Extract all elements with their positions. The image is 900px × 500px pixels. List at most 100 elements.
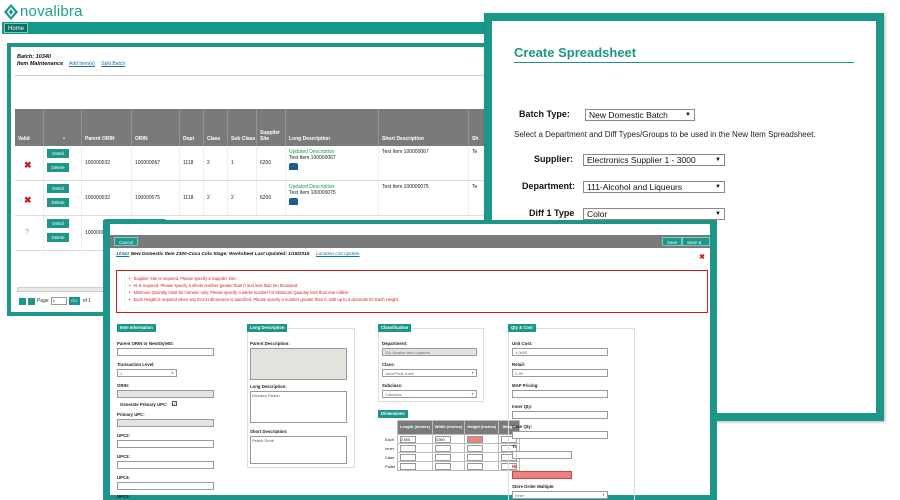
case-height-input[interactable] xyxy=(467,453,484,461)
save-close-button[interactable]: Save & Close xyxy=(682,237,710,254)
pallet-width-input[interactable] xyxy=(434,462,451,470)
panel-title: Create Spreadsheet xyxy=(514,45,637,60)
item-maintenance-panel: Batch: 10340 Item Maintenance Add Item(s… xyxy=(7,43,495,316)
generate-upc-label: Generate Primary UPC: xyxy=(120,402,168,407)
col-sub-class[interactable]: Sub Class xyxy=(228,109,257,146)
error-message: Minimum Quantity must be numeric only. P… xyxy=(129,289,707,296)
each-weight-input[interactable] xyxy=(501,435,518,443)
nav-home-button[interactable]: Home xyxy=(4,23,29,33)
edit-icon[interactable] xyxy=(289,163,298,170)
chevron-down-icon: ▼ xyxy=(715,184,721,190)
inner-height-input[interactable] xyxy=(467,444,484,452)
upc4-input[interactable] xyxy=(117,482,214,490)
supplier-value: Electronics Supplier 1 - 3000 xyxy=(587,155,696,165)
case-length-input[interactable] xyxy=(400,453,417,461)
cell-short-description: Test Item 100000067 xyxy=(379,146,469,180)
unit-cost-input[interactable]: 1.0000 xyxy=(512,348,608,356)
dim-header-height: Height (inches) xyxy=(464,420,500,435)
cell-short-description: Test Item 100000075 xyxy=(379,181,469,215)
department-value: 111-Alcohol and Liqueurs xyxy=(587,182,683,192)
inner-qty-label: Inner Qty: xyxy=(512,404,533,409)
retail-input[interactable]: 2.99 xyxy=(512,369,608,377)
pallet-height-input[interactable] xyxy=(467,462,484,470)
subclass-select[interactable]: Calvados ▼ xyxy=(382,390,477,398)
department-select[interactable]: 111-Alcohol and Liqueurs ▼ xyxy=(583,181,725,193)
maintenance-header: Batch: 10340 Item Maintenance xyxy=(17,54,63,68)
col-parent-orin[interactable]: Parent ORIN xyxy=(82,109,132,146)
batch-label: Batch: 10340 xyxy=(17,54,51,60)
case-width-input[interactable] xyxy=(434,453,451,461)
section-long-description: Long Description xyxy=(247,324,288,332)
batch-type-value: New Domestic Batch xyxy=(589,110,668,120)
error-message: Supplier Site is required. Please specif… xyxy=(129,275,707,282)
parent-orin-input[interactable] xyxy=(117,348,214,356)
item-addition-dialog: Cancel Save Save & Close 10341 New Domes… xyxy=(103,220,717,500)
app-logo[interactable]: novalibra xyxy=(4,3,83,20)
invalid-icon: ✖ xyxy=(24,195,32,205)
pallet-weight-input[interactable] xyxy=(501,462,518,470)
page-input[interactable]: 1 xyxy=(50,297,67,305)
long-desc-text: Test Item 100000067 xyxy=(289,155,336,161)
upc2-input[interactable] xyxy=(117,440,214,448)
col-dept[interactable]: Dept xyxy=(180,109,204,146)
delete-button[interactable]: Delete xyxy=(47,233,69,242)
col-orin[interactable]: ORIN xyxy=(132,109,180,146)
col-long-description[interactable]: Long Description xyxy=(286,109,379,146)
col-class[interactable]: Class xyxy=(204,109,228,146)
transaction-level-select[interactable]: 1 ▼ xyxy=(117,369,177,377)
short-description-textarea[interactable]: Peach Drink xyxy=(250,436,347,464)
inner-qty-input[interactable] xyxy=(512,411,608,419)
go-button[interactable]: GO xyxy=(68,297,80,305)
location-update-link[interactable]: Location List Update xyxy=(315,252,360,257)
chevron-down-icon: ▼ xyxy=(715,157,721,163)
long-desc-text: Test Item 100000075 xyxy=(289,190,336,196)
prev-page-button[interactable] xyxy=(28,297,35,305)
case-qty-input[interactable] xyxy=(512,431,608,439)
upc3-input[interactable] xyxy=(117,461,214,469)
diff1-type-select[interactable]: Color ▼ xyxy=(583,208,725,220)
department-label: Department: xyxy=(522,181,576,191)
delete-button[interactable]: Delete xyxy=(47,163,69,172)
each-length-input[interactable]: 2.000 xyxy=(400,435,417,443)
instructions: Select a Department and Diff Types/Group… xyxy=(514,130,816,139)
first-page-button[interactable] xyxy=(19,297,26,305)
generate-upc-checkbox[interactable]: ✓ xyxy=(172,401,177,406)
each-height-input[interactable] xyxy=(467,435,484,443)
split-batch-link[interactable]: Split Batch xyxy=(101,61,126,67)
class-select[interactable]: Juice/Fruit Juice ▼ xyxy=(382,369,477,377)
unknown-status-icon: ? xyxy=(25,229,29,236)
detail-button[interactable]: Detail xyxy=(47,149,69,158)
dim-row-label: Pallet xyxy=(385,463,396,469)
add-items-link[interactable]: Add Item(s) xyxy=(69,61,95,67)
each-width-input[interactable]: 3.000 xyxy=(434,435,451,443)
parent-description-textarea[interactable] xyxy=(250,348,347,380)
delete-button[interactable]: Delete xyxy=(47,198,69,207)
long-description-label: Long Description: xyxy=(250,384,287,389)
upc4-label: UPC4: xyxy=(117,475,130,480)
map-pricing-input[interactable] xyxy=(512,390,608,398)
col-valid[interactable]: Valid xyxy=(15,109,44,146)
col-supplier-site[interactable]: Supplier Site xyxy=(257,109,286,146)
cancel-button[interactable]: Cancel xyxy=(114,237,139,246)
short-description-label: Short Description: xyxy=(250,429,288,434)
col-short-description[interactable]: Short Description xyxy=(379,109,469,146)
qty-cost-section xyxy=(508,328,635,500)
diff1-type-value: Color xyxy=(587,209,608,219)
inner-length-input[interactable] xyxy=(400,444,417,452)
inner-weight-input[interactable] xyxy=(501,444,518,452)
batch-link[interactable]: 10341 xyxy=(116,252,130,257)
pallet-length-input[interactable] xyxy=(400,462,417,470)
detail-button[interactable]: Detail xyxy=(47,184,69,193)
ti-input[interactable]: 1 xyxy=(512,451,572,459)
inner-width-input[interactable] xyxy=(434,444,451,452)
store-order-multiple-select[interactable]: Inner ▼ xyxy=(512,491,608,499)
long-description-textarea[interactable]: Drunken Peach xyxy=(250,391,347,423)
close-icon[interactable]: ✖ xyxy=(699,254,705,261)
hi-input[interactable] xyxy=(512,471,572,479)
detail-button[interactable]: Detail xyxy=(47,219,69,228)
edit-icon[interactable] xyxy=(289,198,298,205)
case-qty-label: Case Qty: xyxy=(512,424,533,429)
batch-type-select[interactable]: New Domestic Batch ▼ xyxy=(585,109,695,121)
supplier-select[interactable]: Electronics Supplier 1 - 3000 ▼ xyxy=(583,154,725,166)
save-button[interactable]: Save xyxy=(662,237,683,246)
